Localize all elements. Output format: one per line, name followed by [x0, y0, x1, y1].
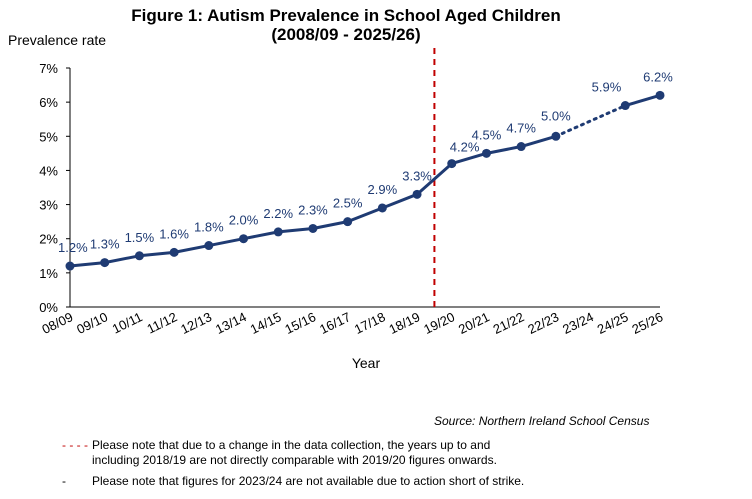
- data-label: 2.5%: [333, 196, 363, 211]
- data-point: [655, 90, 665, 100]
- data-point: [377, 203, 387, 213]
- y-tick-labels: 0% 1% 2% 3% 4% 5% 6% 7%: [39, 61, 70, 315]
- line-chart: Figure 1: Autism Prevalence in School Ag…: [8, 6, 673, 371]
- x-tick-label: 15/16: [282, 309, 318, 337]
- data-label: 1.6%: [159, 226, 189, 241]
- chart-title: Figure 1: Autism Prevalence in School Ag…: [131, 6, 561, 25]
- data-label: 6.2%: [643, 69, 673, 84]
- x-tick-label: 21/22: [491, 309, 527, 337]
- footnote-bullet-dashed: - - - -: [62, 438, 88, 452]
- data-point: [134, 251, 144, 261]
- data-point: [204, 241, 214, 251]
- data-label: 1.8%: [194, 220, 224, 235]
- data-point: [273, 227, 283, 237]
- x-tick-label: 16/17: [317, 309, 353, 337]
- series-segment: [242, 230, 280, 241]
- y-tick-label: 3%: [39, 198, 58, 213]
- x-tick-label: 14/15: [248, 309, 284, 337]
- x-tick-label: 24/25: [595, 309, 631, 337]
- data-point: [551, 131, 561, 141]
- x-tick-label: 11/12: [144, 309, 179, 336]
- y-tick-label: 5%: [39, 129, 58, 144]
- data-labels: 1.2% 1.3% 1.5% 1.6% 1.8% 2.0% 2.2% 2.3% 2.5% 2.9%…: [58, 69, 673, 255]
- series-segment: [137, 250, 176, 258]
- source-note: Source: Northern Ireland School Census: [434, 414, 650, 428]
- x-tick-label: 10/11: [110, 309, 145, 336]
- data-label: 2.9%: [368, 182, 398, 197]
- x-tick-label: 20/21: [456, 309, 492, 337]
- data-point: [308, 223, 318, 233]
- y-tick-label: 1%: [39, 266, 58, 281]
- data-label: 4.7%: [506, 121, 536, 136]
- data-label: 1.5%: [125, 230, 155, 245]
- y-tick-label: 7%: [39, 61, 58, 76]
- data-label: 1.3%: [90, 237, 120, 252]
- data-points: [65, 90, 665, 271]
- data-point: [169, 247, 179, 257]
- data-label: 2.2%: [263, 206, 293, 221]
- footnote-text: Please note that figures for 2023/24 are…: [92, 474, 525, 488]
- footnotes: - - - - Please note that due to a change…: [62, 438, 532, 495]
- y-tick-label: 0%: [39, 300, 58, 315]
- x-tick-label: 12/13: [178, 309, 214, 337]
- footnote-bullet: -: [62, 474, 66, 488]
- x-tick-label: 09/10: [74, 309, 110, 337]
- data-point: [620, 101, 630, 111]
- x-tick-label: 25/26: [629, 309, 665, 337]
- data-point: [412, 189, 422, 199]
- data-label: 2.0%: [229, 213, 259, 228]
- data-point: [343, 217, 353, 227]
- series-segment: [276, 226, 315, 234]
- series-segment: [172, 244, 211, 254]
- data-point: [481, 148, 491, 158]
- data-label: 2.3%: [298, 202, 328, 217]
- data-label: 4.2%: [450, 140, 480, 155]
- data-label: 4.5%: [472, 127, 502, 142]
- series-segment: [103, 254, 141, 265]
- data-label: 3.3%: [402, 168, 432, 183]
- x-tick-label: 17/18: [352, 309, 388, 337]
- footnote-data-change: - - - - Please note that due to a change…: [62, 438, 532, 468]
- data-label: 5.0%: [541, 108, 571, 123]
- x-tick-label: 18/19: [387, 309, 423, 337]
- data-point: [100, 258, 110, 268]
- series-segment: [519, 134, 558, 149]
- data-point: [65, 261, 75, 271]
- x-tick-label: 23/24: [560, 309, 596, 337]
- data-label: 1.2%: [58, 240, 88, 255]
- series-segment: [484, 145, 523, 155]
- series-segment-dotted: [554, 104, 627, 138]
- series-segment: [207, 237, 246, 248]
- series-segment: [415, 162, 454, 196]
- x-tick-label: 22/23: [525, 309, 561, 337]
- series-segment: [68, 261, 107, 268]
- data-point: [516, 142, 526, 152]
- series-segment: [450, 151, 488, 166]
- data-label: 5.9%: [592, 80, 622, 95]
- series-segment: [380, 192, 419, 210]
- y-axis-title: Prevalence rate: [8, 32, 106, 48]
- y-tick-label: 4%: [39, 163, 58, 178]
- x-tick-label: 19/20: [421, 309, 457, 337]
- data-point: [239, 234, 249, 244]
- series-line: [68, 48, 662, 307]
- series-segment: [623, 93, 662, 108]
- series-segment: [311, 220, 350, 230]
- footnote-strike: - Please note that figures for 2023/24 a…: [62, 474, 532, 489]
- data-point: [447, 159, 457, 169]
- series-segment: [346, 206, 384, 224]
- y-tick-label: 6%: [39, 95, 58, 110]
- y-tick-label: 2%: [39, 232, 58, 247]
- x-axis-title: Year: [352, 355, 381, 371]
- chart-subtitle: (2008/09 - 2025/26): [271, 25, 420, 44]
- footnote-text: Please note that due to a change in the …: [92, 438, 497, 467]
- x-tick-label: 13/14: [213, 309, 249, 337]
